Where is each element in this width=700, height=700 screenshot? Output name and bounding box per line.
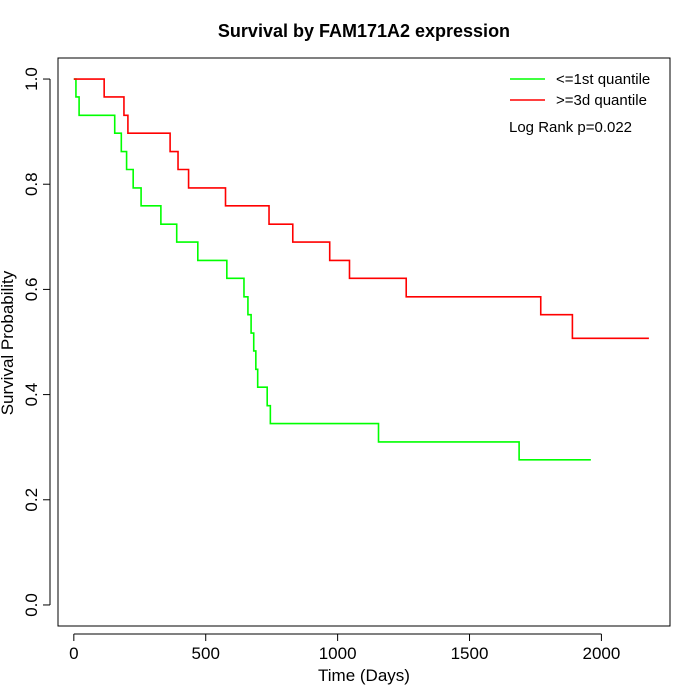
y-axis: 0.0 0.2 0.4 0.6 0.8 1.0 — [22, 67, 51, 617]
x-axis-label: Time (Days) — [318, 666, 410, 685]
legend-label: <=1st quantile — [556, 71, 650, 88]
x-tick-label: 2000 — [582, 644, 620, 663]
chart-title: Survival by FAM171A2 expression — [218, 21, 510, 41]
x-axis: 0 500 1000 1500 2000 — [69, 633, 620, 663]
y-tick-label: 0.8 — [22, 172, 41, 196]
log-rank-annotation: Log Rank p=0.022 — [509, 119, 632, 136]
plot-frame — [57, 57, 671, 627]
y-tick-label: 0.6 — [22, 278, 41, 302]
x-tick-label: 0 — [69, 644, 78, 663]
y-axis-label: Survival Probability — [0, 270, 17, 415]
y-tick-label: 1.0 — [22, 67, 41, 91]
y-tick-label: 0.0 — [22, 593, 41, 617]
y-tick-label: 0.2 — [22, 488, 41, 512]
x-tick-label: 500 — [192, 644, 220, 663]
legend: <=1st quantile >=3d quantile — [510, 71, 650, 109]
series-line-1 — [73, 78, 591, 461]
y-tick-label: 0.4 — [22, 383, 41, 407]
legend-label: >=3d quantile — [556, 92, 647, 109]
series-layer — [73, 78, 649, 461]
series-line-2 — [73, 78, 649, 340]
x-tick-label: 1500 — [451, 644, 489, 663]
x-tick-label: 1000 — [319, 644, 357, 663]
